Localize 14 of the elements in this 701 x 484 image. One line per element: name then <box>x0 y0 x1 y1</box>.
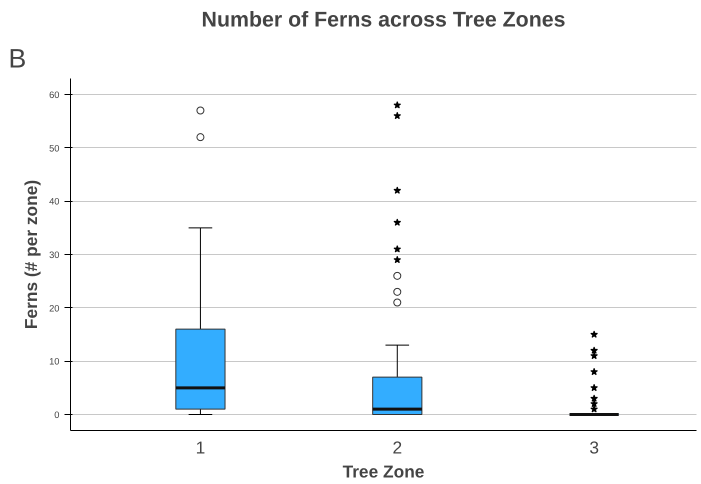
y-tick-label: 40 <box>49 196 60 207</box>
x-axis-title: Tree Zone <box>342 462 425 482</box>
x-tick-label: 1 <box>196 438 206 458</box>
y-tick-label: 10 <box>49 356 60 367</box>
y-tick-label: 30 <box>49 250 60 260</box>
y-axis-title: Ferns (# per zone) <box>21 180 42 330</box>
y-tick-label: 60 <box>49 90 60 100</box>
y-tick-label: 20 <box>49 303 60 314</box>
y-tick-label: 50 <box>49 143 60 154</box>
text: B <box>8 44 26 74</box>
x-tick-label: 3 <box>589 438 599 458</box>
x-tick-label: 2 <box>392 438 402 458</box>
y-tick-label: 0 <box>54 410 60 420</box>
chart-title: Number of Ferns across Tree Zones <box>202 8 566 32</box>
